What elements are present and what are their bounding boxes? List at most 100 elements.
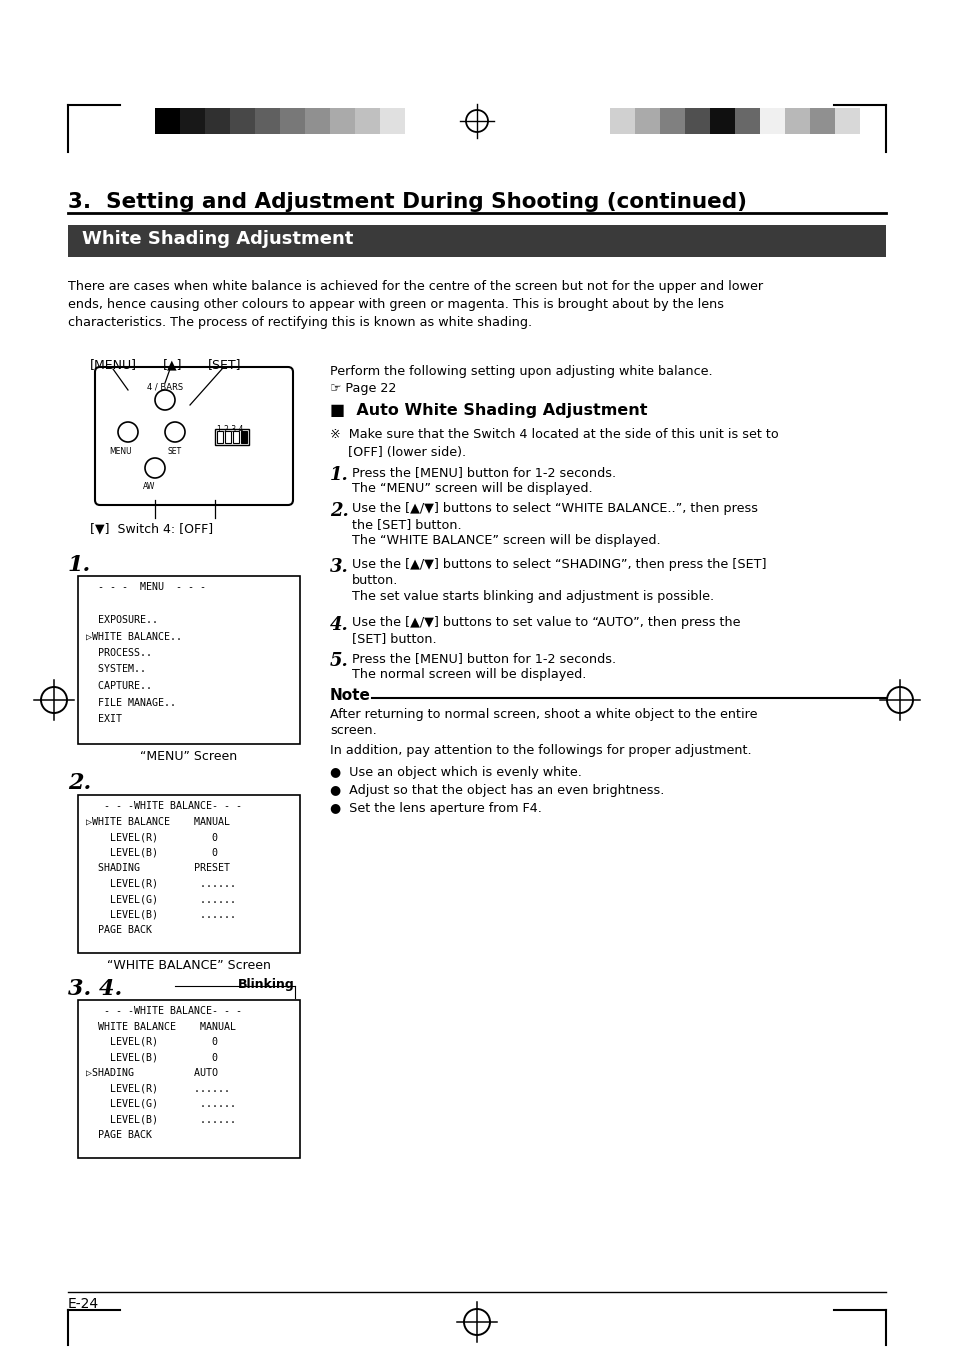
Bar <box>225 431 231 443</box>
Text: - - -WHITE BALANCE- - -: - - -WHITE BALANCE- - - <box>86 1006 242 1016</box>
Text: WHITE BALANCE    MANUAL: WHITE BALANCE MANUAL <box>86 1021 235 1032</box>
Bar <box>78 1000 299 1158</box>
Text: Use the [▲/▼] buttons to select “SHADING”, then press the [SET]: Use the [▲/▼] buttons to select “SHADING… <box>352 558 765 571</box>
Bar <box>241 431 247 443</box>
Bar <box>305 108 330 134</box>
Text: The normal screen will be displayed.: The normal screen will be displayed. <box>352 667 586 681</box>
Text: 1.: 1. <box>68 554 91 576</box>
Bar <box>760 108 784 134</box>
Text: After returning to normal screen, shoot a white object to the entire: After returning to normal screen, shoot … <box>330 708 757 721</box>
Text: ■  Auto White Shading Adjustment: ■ Auto White Shading Adjustment <box>330 403 647 417</box>
Text: White Shading Adjustment: White Shading Adjustment <box>82 230 353 249</box>
Text: FILE MANAGE..: FILE MANAGE.. <box>86 697 175 708</box>
Bar <box>355 108 379 134</box>
Bar <box>280 108 305 134</box>
Text: 4 / BARS: 4 / BARS <box>147 382 183 390</box>
Bar <box>709 108 734 134</box>
Bar <box>684 108 709 134</box>
Bar <box>180 108 205 134</box>
Text: EXIT: EXIT <box>86 713 122 724</box>
Text: The set value starts blinking and adjustment is possible.: The set value starts blinking and adjust… <box>352 590 714 603</box>
Text: LEVEL(B)         0: LEVEL(B) 0 <box>86 847 218 858</box>
Text: CAPTURE..: CAPTURE.. <box>86 681 152 690</box>
Bar <box>154 108 180 134</box>
Bar <box>734 108 760 134</box>
Text: ▷WHITE BALANCE..: ▷WHITE BALANCE.. <box>86 631 182 642</box>
Text: Press the [MENU] button for 1-2 seconds.: Press the [MENU] button for 1-2 seconds. <box>352 466 616 480</box>
Bar <box>635 108 659 134</box>
Text: Note: Note <box>330 688 371 703</box>
Bar <box>216 431 223 443</box>
Text: Press the [MENU] button for 1-2 seconds.: Press the [MENU] button for 1-2 seconds. <box>352 653 616 665</box>
Bar <box>78 794 299 952</box>
FancyBboxPatch shape <box>95 367 293 505</box>
Text: ends, hence causing other colours to appear with green or magenta. This is broug: ends, hence causing other colours to app… <box>68 299 723 311</box>
Text: In addition, pay attention to the followings for proper adjustment.: In addition, pay attention to the follow… <box>330 744 751 757</box>
Bar <box>230 108 254 134</box>
Text: “MENU” Screen: “MENU” Screen <box>140 750 237 763</box>
Text: 5.: 5. <box>330 653 349 670</box>
Text: Use the [▲/▼] buttons to set value to “AUTO”, then press the: Use the [▲/▼] buttons to set value to “A… <box>352 616 740 630</box>
Text: The “MENU” screen will be displayed.: The “MENU” screen will be displayed. <box>352 482 592 494</box>
Text: 4.: 4. <box>330 616 349 634</box>
Text: The “WHITE BALANCE” screen will be displayed.: The “WHITE BALANCE” screen will be displ… <box>352 534 659 547</box>
Text: ※  Make sure that the Switch 4 located at the side of this unit is set to: ※ Make sure that the Switch 4 located at… <box>330 428 778 440</box>
Bar <box>609 108 635 134</box>
Text: 3.  Setting and Adjustment During Shooting (continued): 3. Setting and Adjustment During Shootin… <box>68 192 746 212</box>
Text: SYSTEM..: SYSTEM.. <box>86 665 146 674</box>
Text: ●  Adjust so that the object has an even brightness.: ● Adjust so that the object has an even … <box>330 784 663 797</box>
Text: LEVEL(G)       ......: LEVEL(G) ...... <box>86 1098 235 1109</box>
Bar <box>254 108 280 134</box>
Text: There are cases when white balance is achieved for the centre of the screen but : There are cases when white balance is ac… <box>68 280 762 293</box>
Text: [SET]: [SET] <box>208 358 241 372</box>
Text: LEVEL(R)         0: LEVEL(R) 0 <box>86 1038 218 1047</box>
Text: - - -  MENU  - - -: - - - MENU - - - <box>86 582 206 592</box>
Text: LEVEL(R)      ......: LEVEL(R) ...... <box>86 1084 230 1093</box>
Text: LEVEL(B)       ......: LEVEL(B) ...... <box>86 1115 235 1124</box>
Text: EXPOSURE..: EXPOSURE.. <box>86 615 158 626</box>
Text: ▷SHADING          AUTO: ▷SHADING AUTO <box>86 1069 218 1078</box>
Text: 3. 4.: 3. 4. <box>68 978 122 1000</box>
Text: the [SET] button.: the [SET] button. <box>352 517 461 531</box>
Bar <box>78 576 299 744</box>
Bar <box>379 108 405 134</box>
Text: “WHITE BALANCE” Screen: “WHITE BALANCE” Screen <box>107 959 271 971</box>
Text: 1 2 3 4: 1 2 3 4 <box>216 426 243 434</box>
Text: screen.: screen. <box>330 724 376 738</box>
Text: [OFF] (lower side).: [OFF] (lower side). <box>348 446 466 459</box>
Text: AW: AW <box>143 482 155 490</box>
Text: SHADING         PRESET: SHADING PRESET <box>86 863 230 873</box>
Text: LEVEL(G)       ......: LEVEL(G) ...... <box>86 894 235 904</box>
Bar <box>205 108 230 134</box>
Text: Blinking: Blinking <box>238 978 294 992</box>
Text: MENU: MENU <box>110 447 132 457</box>
Text: E-24: E-24 <box>68 1297 99 1310</box>
Bar <box>809 108 834 134</box>
Text: SET: SET <box>168 447 182 457</box>
Text: 1.: 1. <box>330 466 349 484</box>
Bar <box>330 108 355 134</box>
Text: ●  Set the lens aperture from F4.: ● Set the lens aperture from F4. <box>330 802 541 815</box>
Text: ▷WHITE BALANCE    MANUAL: ▷WHITE BALANCE MANUAL <box>86 816 230 827</box>
Text: Perform the following setting upon adjusting white balance.: Perform the following setting upon adjus… <box>330 365 712 378</box>
Bar <box>233 431 239 443</box>
Text: LEVEL(R)       ......: LEVEL(R) ...... <box>86 878 235 889</box>
Text: [SET] button.: [SET] button. <box>352 632 436 644</box>
Text: [MENU]: [MENU] <box>90 358 137 372</box>
Text: - - -WHITE BALANCE- - -: - - -WHITE BALANCE- - - <box>86 801 242 811</box>
Bar <box>659 108 684 134</box>
Text: [▼]  Switch 4: [OFF]: [▼] Switch 4: [OFF] <box>90 521 213 535</box>
Bar <box>68 226 885 257</box>
Text: PROCESS..: PROCESS.. <box>86 648 152 658</box>
Text: [▲]: [▲] <box>163 358 182 372</box>
Text: LEVEL(B)         0: LEVEL(B) 0 <box>86 1052 218 1062</box>
Text: 2.: 2. <box>68 771 91 794</box>
Text: ☞ Page 22: ☞ Page 22 <box>330 382 395 394</box>
Text: LEVEL(B)       ......: LEVEL(B) ...... <box>86 909 235 920</box>
Text: characteristics. The process of rectifying this is known as white shading.: characteristics. The process of rectifyi… <box>68 316 532 330</box>
Text: 3.: 3. <box>330 558 349 576</box>
Bar <box>784 108 809 134</box>
Text: PAGE BACK: PAGE BACK <box>86 1129 152 1140</box>
Text: 2.: 2. <box>330 503 349 520</box>
Text: PAGE BACK: PAGE BACK <box>86 925 152 935</box>
